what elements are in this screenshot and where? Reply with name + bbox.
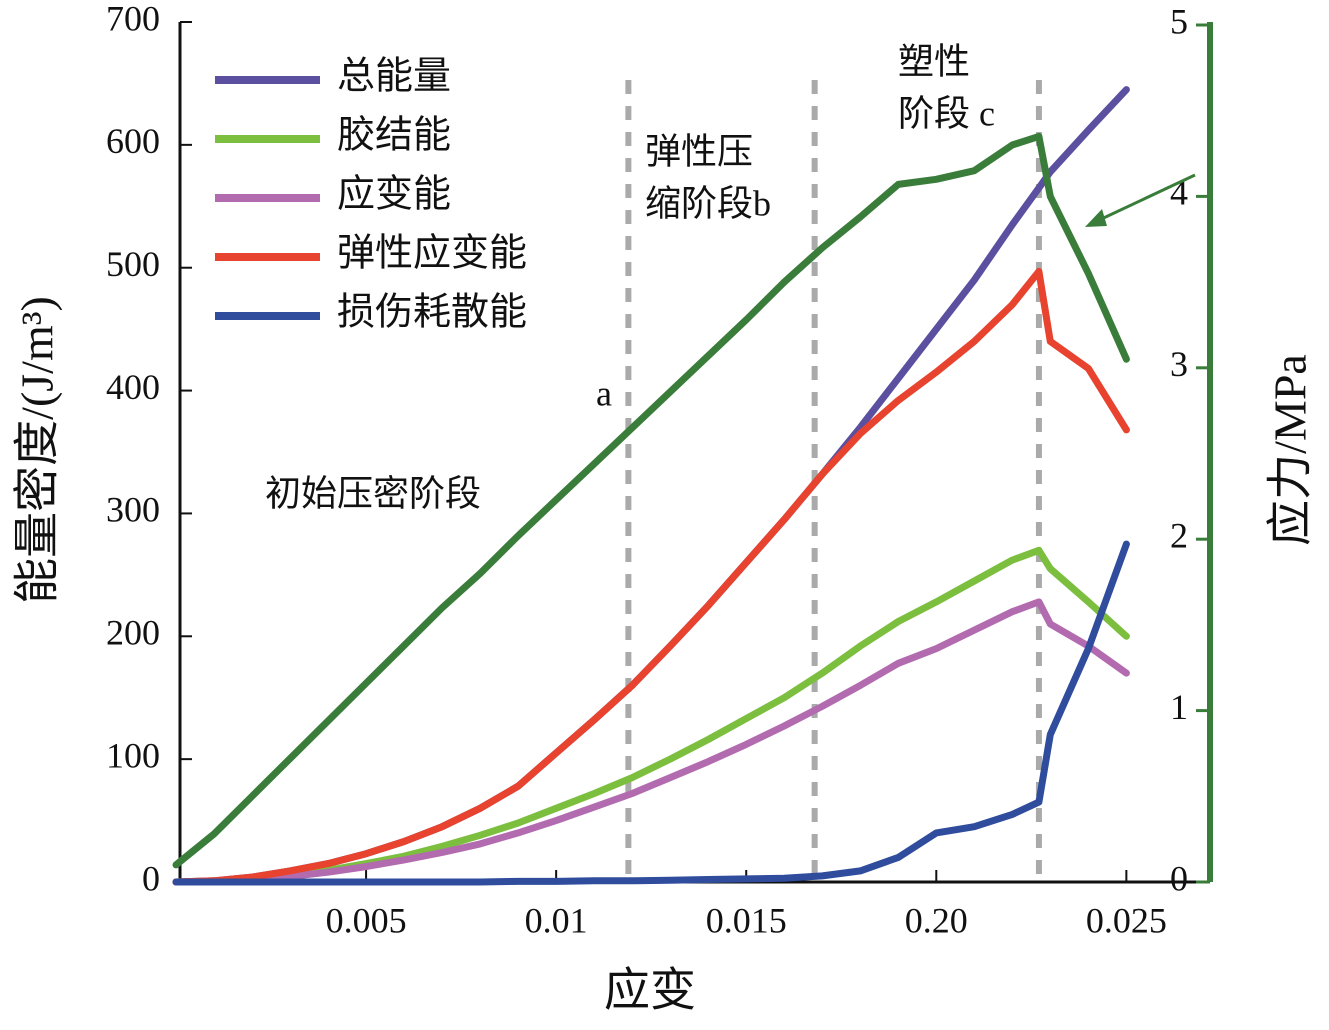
annotation: 弹性压 xyxy=(645,131,753,171)
x-tick-label: 0.015 xyxy=(706,900,787,940)
series-line xyxy=(172,598,1130,886)
series-line xyxy=(172,540,1130,886)
y2-tick-label: 3 xyxy=(1170,344,1188,384)
y-tick-label: 700 xyxy=(106,0,160,38)
annotation: 缩阶段b xyxy=(645,183,771,223)
x-axis-title: 应变 xyxy=(604,965,696,1016)
y-axis-title: 能量密度/(J/m³) xyxy=(12,296,63,604)
x-tick-label: 0.01 xyxy=(525,900,588,940)
series-line xyxy=(172,132,1130,869)
y-tick-label: 300 xyxy=(106,490,160,530)
y2-tick-label: 0 xyxy=(1170,858,1188,898)
x-tick-label: 0.025 xyxy=(1086,900,1167,940)
legend-label: 应变能 xyxy=(337,174,451,216)
annotation: 初始压密阶段 xyxy=(265,473,481,513)
y2-tick-label: 4 xyxy=(1170,173,1188,213)
arrow-shaft xyxy=(1094,173,1196,224)
arrow-head xyxy=(1085,209,1107,227)
y-tick-label: 0 xyxy=(142,858,160,898)
y2-tick-label: 5 xyxy=(1170,1,1188,41)
y2-tick-label: 2 xyxy=(1170,515,1188,555)
x-tick-label: 0.20 xyxy=(905,900,968,940)
x-tick-label: 0.005 xyxy=(326,900,407,940)
y-tick-label: 100 xyxy=(106,735,160,775)
y-tick-label: 200 xyxy=(106,613,160,653)
y2-tick-label: 1 xyxy=(1170,687,1188,727)
series-line xyxy=(172,267,1130,886)
y-tick-label: 600 xyxy=(106,121,160,161)
legend-label: 总能量 xyxy=(337,56,451,98)
legend-label: 弹性应变能 xyxy=(337,233,527,275)
annotation: a xyxy=(596,373,612,413)
y-tick-label: 400 xyxy=(106,367,160,407)
y2-axis-title: 应力/MPa xyxy=(1265,354,1316,546)
annotation: 阶段 c xyxy=(898,93,995,133)
y-tick-label: 500 xyxy=(106,244,160,284)
annotation: 塑性 xyxy=(898,41,970,81)
legend-label: 损伤耗散能 xyxy=(337,292,527,334)
series-line xyxy=(172,546,1130,886)
legend-label: 胶结能 xyxy=(337,115,451,157)
